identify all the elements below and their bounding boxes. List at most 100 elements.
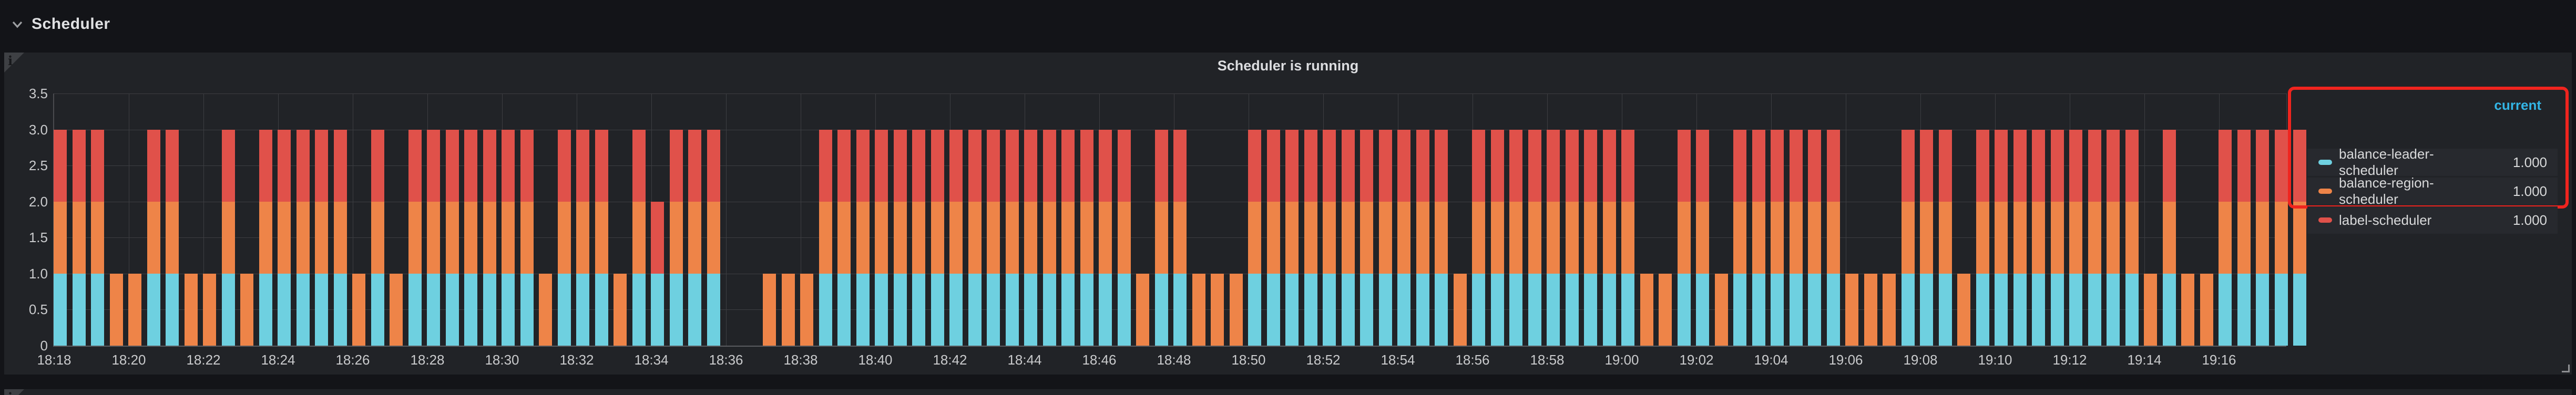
panel-resize-handle[interactable]	[2562, 365, 2570, 372]
bar-segment-balance-leader-scheduler	[464, 273, 477, 346]
x-axis-tick-label: 18:50	[1231, 352, 1266, 368]
x-axis-tick-label: 18:58	[1530, 352, 1565, 368]
bar-segment-balance-leader-scheduler	[2219, 273, 2232, 346]
bar-segment-label-scheduler	[2050, 129, 2064, 202]
bar-segment-balance-leader-scheduler	[1416, 273, 1429, 346]
bar-segment-balance-leader-scheduler	[1696, 273, 1709, 346]
bar-segment-label-scheduler	[1341, 129, 1355, 202]
bar-segment-balance-region-scheduler	[632, 201, 646, 274]
bar-segment-balance-region-scheduler	[390, 273, 403, 346]
y-axis-tick-label: 3.5	[28, 86, 48, 101]
bar-segment-balance-region-scheduler	[1248, 201, 1261, 274]
bar-segment-balance-leader-scheduler	[1826, 273, 1840, 346]
bar-segment-label-scheduler	[333, 129, 347, 202]
legend-item-label-scheduler[interactable]: label-scheduler 1.000	[2307, 206, 2558, 234]
bar-segment-balance-leader-scheduler	[1490, 273, 1504, 346]
legend-series-label[interactable]: balance-region-scheduler	[2339, 175, 2434, 207]
bar-segment-label-scheduler	[1080, 129, 1093, 202]
bar-segment-balance-region-scheduler	[259, 201, 272, 274]
x-axis-tick-label: 18:26	[335, 352, 370, 368]
bar-segment-balance-region-scheduler	[819, 201, 832, 274]
bar-segment-balance-leader-scheduler	[1061, 273, 1075, 346]
bar-segment-balance-region-scheduler	[2219, 201, 2232, 274]
bar-segment-label-scheduler	[1789, 129, 1803, 202]
x-axis-tick-label: 19:10	[1978, 352, 2012, 368]
panel-scheduler-is-running: i Scheduler is running 0 0.5 1.0 1.5 2.0 2.5 3…	[4, 53, 2572, 375]
bar-segment-balance-region-scheduler	[1621, 201, 1634, 274]
bar-segment-label-scheduler	[1378, 129, 1392, 202]
bar-segment-balance-region-scheduler	[2181, 273, 2194, 346]
bar-segment-balance-leader-scheduler	[2274, 273, 2288, 346]
bar-segment-balance-region-scheduler	[1435, 201, 1448, 274]
legend-item-balance-leader-scheduler[interactable]: balance-leader-scheduler 1.000	[2307, 146, 2558, 178]
bar-segment-balance-region-scheduler	[1211, 273, 1224, 346]
bar-segment-label-scheduler	[819, 129, 832, 202]
bar-segment-balance-region-scheduler	[296, 201, 310, 274]
bar-segment-balance-leader-scheduler	[1005, 273, 1019, 346]
bar-segment-balance-leader-scheduler	[1602, 273, 1616, 346]
bar-segment-balance-region-scheduler	[54, 201, 67, 274]
bar-segment-balance-region-scheduler	[2088, 201, 2101, 274]
bar-segment-label-scheduler	[1808, 129, 1821, 202]
panel-info-corner[interactable]: i	[4, 53, 25, 74]
bar-segment-label-scheduler	[221, 129, 235, 202]
bar-segment-balance-region-scheduler	[688, 201, 701, 274]
bar-segment-label-scheduler	[931, 129, 944, 202]
bar-segment-balance-region-scheduler	[669, 201, 683, 274]
row-header-scheduler[interactable]: Scheduler	[11, 13, 110, 36]
bar-segment-label-scheduler	[371, 129, 384, 202]
bar-segment-label-scheduler	[278, 129, 291, 202]
x-axis-tick-label: 18:28	[410, 352, 445, 368]
bar-segment-balance-region-scheduler	[1472, 201, 1485, 274]
bar-segment-label-scheduler	[856, 129, 870, 202]
series-color-swatch	[2318, 160, 2332, 165]
bar-segment-balance-region-scheduler	[614, 273, 627, 346]
x-axis-tick-label: 18:38	[783, 352, 818, 368]
legend-item-balance-region-scheduler[interactable]: balance-region-scheduler 1.000	[2307, 175, 2558, 207]
bar-segment-balance-region-scheduler	[352, 273, 365, 346]
bar-segment-balance-leader-scheduler	[1042, 273, 1056, 346]
bar-segment-balance-leader-scheduler	[2237, 273, 2251, 346]
x-axis-tick-label: 18:36	[709, 352, 743, 368]
bar-segment-label-scheduler	[1042, 129, 1056, 202]
panel-info-corner[interactable]: i	[4, 389, 25, 395]
bar-segment-balance-region-scheduler	[464, 201, 477, 274]
bar-segment-balance-leader-scheduler	[1528, 273, 1541, 346]
bar-segment-label-scheduler	[1024, 129, 1037, 202]
bar-segment-balance-region-scheduler	[2144, 273, 2157, 346]
bar-segment-balance-region-scheduler	[912, 201, 925, 274]
bar-segment-balance-region-scheduler	[1117, 201, 1131, 274]
chevron-down-icon[interactable]	[11, 17, 24, 31]
bar-segment-balance-region-scheduler	[968, 201, 982, 274]
bar-segment-label-scheduler	[520, 129, 534, 202]
bar-segment-balance-leader-scheduler	[1677, 273, 1691, 346]
bar-segment-balance-leader-scheduler	[1397, 273, 1410, 346]
bar-segment-balance-region-scheduler	[240, 273, 253, 346]
bar-segment-label-scheduler	[408, 129, 422, 202]
bar-segment-balance-region-scheduler	[1360, 201, 1373, 274]
bar-segment-label-scheduler	[595, 129, 608, 202]
panel-title[interactable]: Scheduler is running	[1217, 58, 1359, 74]
bar-segment-balance-region-scheduler	[2032, 201, 2045, 274]
bar-segment-balance-leader-scheduler	[1360, 273, 1373, 346]
x-axis-tick-label: 19:06	[1828, 352, 1863, 368]
bar-segment-balance-region-scheduler	[371, 201, 384, 274]
bar-segment-balance-region-scheduler	[184, 273, 198, 346]
bar-segment-balance-leader-scheduler	[1509, 273, 1522, 346]
bar-segment-balance-leader-scheduler	[1733, 273, 1746, 346]
bar-segment-balance-region-scheduler	[2274, 201, 2288, 274]
legend-series-label[interactable]: balance-leader-scheduler	[2339, 146, 2434, 178]
bar-segment-balance-region-scheduler	[72, 201, 86, 274]
bar-segment-balance-leader-scheduler	[837, 273, 851, 346]
bar-segment-balance-leader-scheduler	[1435, 273, 1448, 346]
bar-segment-label-scheduler	[1584, 129, 1597, 202]
legend-current-header[interactable]: current	[2494, 97, 2541, 113]
bar-segment-balance-leader-scheduler	[1285, 273, 1299, 346]
bar-segment-balance-region-scheduler	[763, 273, 776, 346]
bar-segment-balance-region-scheduler	[1995, 201, 2008, 274]
bar-segment-label-scheduler	[1173, 129, 1187, 202]
bar-segment-label-scheduler	[1621, 129, 1634, 202]
bar-segment-label-scheduler	[2088, 129, 2101, 202]
bar-segment-balance-leader-scheduler	[54, 273, 67, 346]
legend-series-label[interactable]: label-scheduler	[2339, 212, 2432, 228]
